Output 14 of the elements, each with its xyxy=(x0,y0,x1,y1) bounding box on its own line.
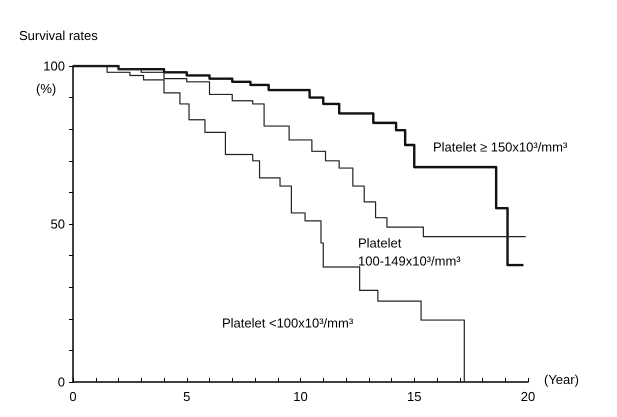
x-tick-label: 10 xyxy=(293,389,308,404)
x-tick-label: 20 xyxy=(520,389,536,404)
series-label: Platelet 100-149x10³/mm³ xyxy=(358,236,462,268)
x-tick-label: 5 xyxy=(183,389,190,404)
series-label: Platelet ≥ 150x10³/mm³ xyxy=(433,140,568,154)
series-label: Platelet <100x10³/mm³ xyxy=(222,316,354,330)
y-tick-label: 50 xyxy=(50,216,65,232)
y-tick-label: 100 xyxy=(43,58,65,74)
x-tick-label: 15 xyxy=(407,389,422,404)
chart-title: Survival rates xyxy=(19,28,98,43)
x-tick-label: 0 xyxy=(69,389,77,404)
y-tick-label: 0 xyxy=(58,374,65,390)
x-axis-title: (Year) xyxy=(544,372,579,387)
y-axis-title: (%) xyxy=(36,81,56,96)
